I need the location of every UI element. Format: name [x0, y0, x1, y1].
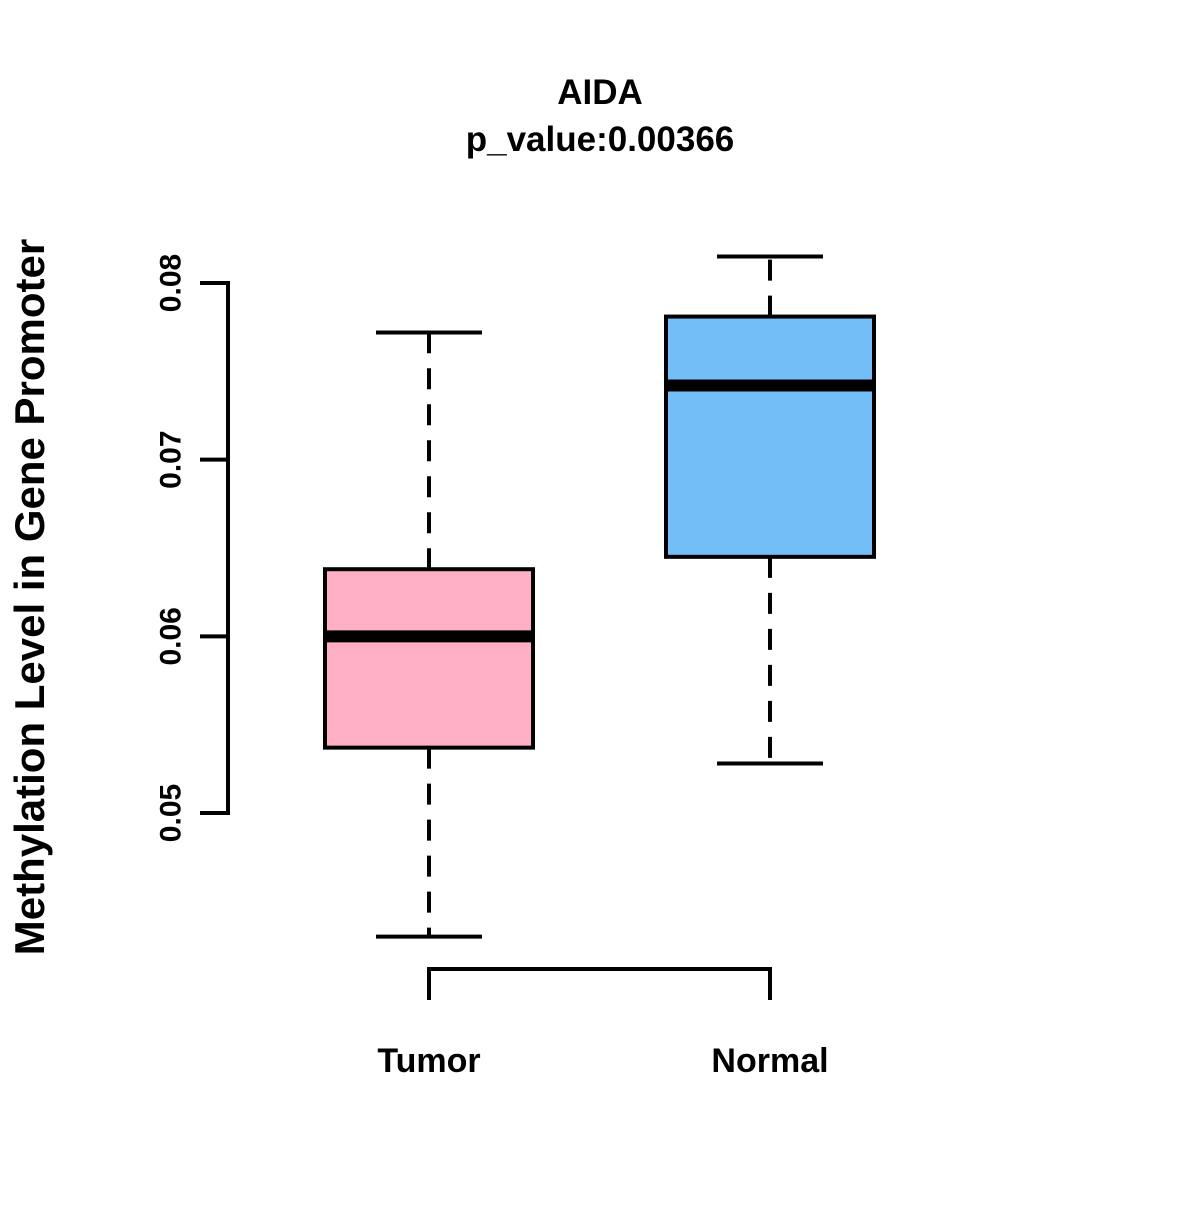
tumor-boxplot-group	[323, 330, 535, 939]
y-axis: 0.05 0.06 0.07 0.08	[155, 254, 230, 842]
normal-box	[664, 314, 876, 559]
x-axis: Tumor Normal	[377, 967, 829, 1080]
tumor-box	[323, 567, 535, 750]
chart-subtitle: p_value:0.00366	[466, 120, 735, 159]
y-tick-label: 0.07	[155, 430, 188, 488]
y-tick-label: 0.06	[155, 607, 188, 665]
y-tick-label: 0.08	[155, 254, 188, 312]
chart-title: AIDA	[557, 73, 643, 112]
y-axis-title: Methylation Level in Gene Promoter	[6, 239, 53, 955]
boxes	[323, 254, 876, 939]
normal-boxplot-group	[664, 254, 876, 766]
y-tick-label: 0.05	[155, 784, 188, 842]
x-tick-label-tumor: Tumor	[377, 1042, 480, 1080]
x-tick-label-normal: Normal	[711, 1042, 828, 1080]
